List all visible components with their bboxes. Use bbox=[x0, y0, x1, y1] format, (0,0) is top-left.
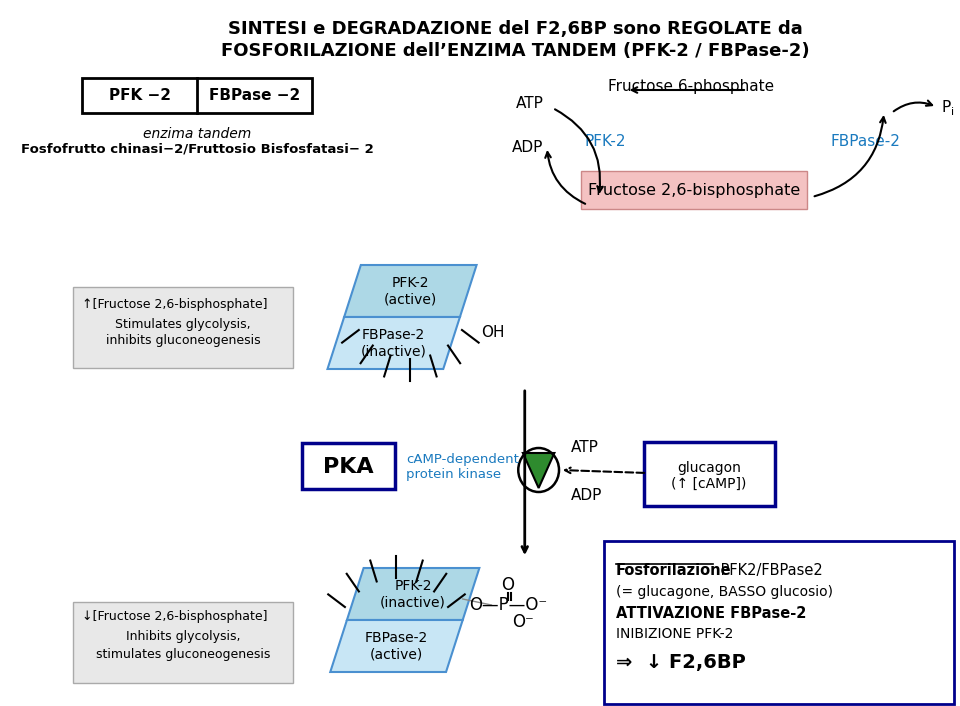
Text: glucagon
(↑ [cAMP]): glucagon (↑ [cAMP]) bbox=[671, 461, 747, 491]
Text: OH: OH bbox=[481, 325, 505, 340]
Bar bbox=[83, 78, 312, 113]
Text: cAMP-dependent
protein kinase: cAMP-dependent protein kinase bbox=[406, 453, 519, 481]
Text: FOSFORILAZIONE dell’ENZIMA TANDEM (PFK-2 / FBPase-2): FOSFORILAZIONE dell’ENZIMA TANDEM (PFK-2… bbox=[221, 42, 810, 60]
Text: PFK-2
(active): PFK-2 (active) bbox=[384, 276, 437, 306]
FancyBboxPatch shape bbox=[73, 287, 293, 368]
Text: PFK2/FBPase2: PFK2/FBPase2 bbox=[715, 563, 823, 578]
Text: Fructose 2,6-bisphosphate: Fructose 2,6-bisphosphate bbox=[588, 184, 801, 198]
Text: O⁻: O⁻ bbox=[512, 613, 534, 631]
Text: i: i bbox=[950, 107, 954, 117]
Text: P: P bbox=[942, 100, 950, 114]
Text: inhibits gluconeogenesis: inhibits gluconeogenesis bbox=[106, 334, 260, 347]
Text: ↓[Fructose 2,6-bisphosphate]: ↓[Fructose 2,6-bisphosphate] bbox=[83, 610, 268, 623]
Text: FBPase-2
(inactive): FBPase-2 (inactive) bbox=[361, 328, 426, 358]
Polygon shape bbox=[330, 620, 463, 672]
Text: ATP: ATP bbox=[516, 95, 543, 111]
Text: PKA: PKA bbox=[324, 457, 374, 477]
Text: ATTIVAZIONE FBPase-2: ATTIVAZIONE FBPase-2 bbox=[615, 606, 805, 621]
Text: (= glucagone, BASSO glucosio): (= glucagone, BASSO glucosio) bbox=[615, 585, 832, 599]
Polygon shape bbox=[523, 453, 554, 488]
Text: ⇒  ↓ F2,6BP: ⇒ ↓ F2,6BP bbox=[615, 653, 745, 672]
Polygon shape bbox=[345, 265, 476, 317]
Text: FBPase-2
(active): FBPase-2 (active) bbox=[365, 631, 428, 661]
Text: stimulates gluconeogenesis: stimulates gluconeogenesis bbox=[96, 648, 270, 661]
Text: FBPase-2: FBPase-2 bbox=[830, 135, 900, 150]
Text: Fosforilazione: Fosforilazione bbox=[615, 563, 732, 578]
FancyBboxPatch shape bbox=[581, 171, 807, 209]
Text: PFK −2: PFK −2 bbox=[108, 88, 171, 103]
Text: O—P—O⁻: O—P—O⁻ bbox=[469, 596, 547, 614]
Text: Fructose 6-phosphate: Fructose 6-phosphate bbox=[609, 80, 775, 95]
Text: PFK-2
(inactive): PFK-2 (inactive) bbox=[380, 579, 446, 609]
Text: Stimulates glycolysis,: Stimulates glycolysis, bbox=[115, 318, 251, 331]
FancyBboxPatch shape bbox=[73, 602, 293, 683]
Polygon shape bbox=[347, 568, 479, 620]
Text: ADP: ADP bbox=[571, 488, 603, 503]
FancyBboxPatch shape bbox=[644, 442, 775, 506]
Text: ↑[Fructose 2,6-bisphosphate]: ↑[Fructose 2,6-bisphosphate] bbox=[83, 298, 268, 311]
Text: FBPase −2: FBPase −2 bbox=[208, 88, 300, 103]
Text: Fosfofrutto chinasi−2/Fruttosio Bisfosfatasi− 2: Fosfofrutto chinasi−2/Fruttosio Bisfosfa… bbox=[20, 143, 373, 156]
Text: O: O bbox=[501, 576, 515, 594]
Text: PFK-2: PFK-2 bbox=[585, 135, 627, 150]
Text: SINTESI e DEGRADAZIONE del F2,6BP sono REGOLATE da: SINTESI e DEGRADAZIONE del F2,6BP sono R… bbox=[228, 20, 803, 38]
FancyBboxPatch shape bbox=[605, 541, 954, 704]
Text: Inhibits glycolysis,: Inhibits glycolysis, bbox=[126, 630, 240, 643]
Text: enzima tandem: enzima tandem bbox=[143, 127, 252, 141]
Text: ATP: ATP bbox=[571, 440, 599, 455]
FancyBboxPatch shape bbox=[302, 443, 396, 489]
Text: ADP: ADP bbox=[512, 140, 543, 155]
Text: INIBIZIONE PFK-2: INIBIZIONE PFK-2 bbox=[615, 627, 732, 641]
Polygon shape bbox=[327, 317, 460, 369]
